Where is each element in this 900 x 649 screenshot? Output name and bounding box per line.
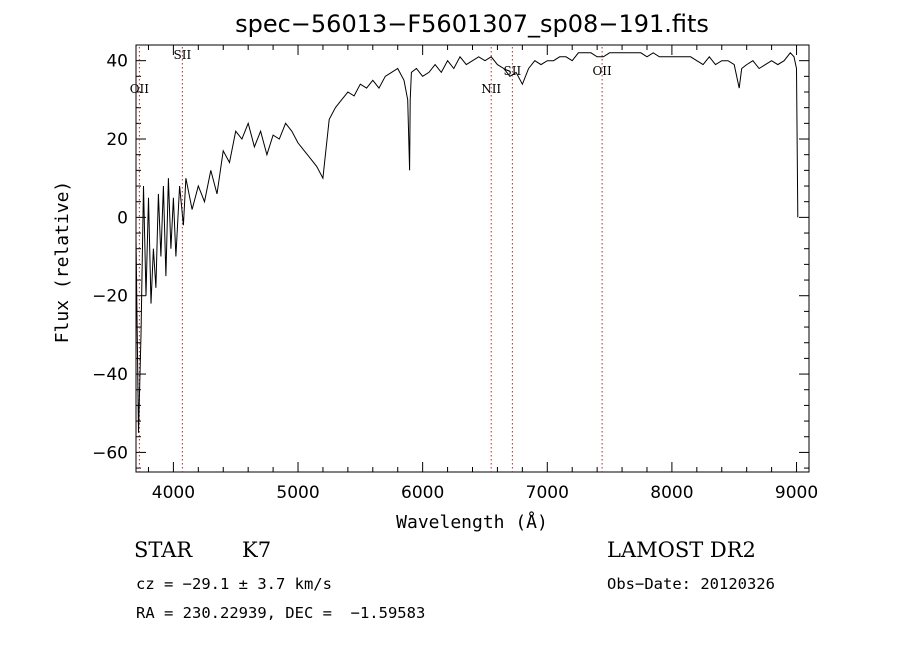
redshift-velocity: cz = −29.1 ± 3.7 km/s	[136, 575, 332, 593]
x-tick-label: 9000	[775, 483, 818, 503]
emission-line-label: NII	[481, 82, 501, 96]
emission-line-label: SII	[174, 48, 192, 62]
emission-line-label: OII	[592, 64, 612, 78]
flux-line	[135, 52, 799, 433]
y-tick-label: 0	[117, 208, 128, 228]
spectral-subclass: K7	[242, 538, 272, 562]
y-tick-label: −60	[92, 443, 128, 463]
y-tick-label: 40	[106, 52, 128, 72]
y-axis-label: Flux (relative)	[52, 181, 73, 344]
flux-series	[135, 52, 799, 433]
y-tick-label: −20	[92, 287, 128, 307]
x-tick-label: 6000	[401, 483, 444, 503]
x-tick-label: 5000	[276, 483, 319, 503]
observation-date: Obs−Date: 20120326	[607, 575, 775, 593]
x-tick-label: 8000	[650, 483, 693, 503]
object-class: STAR	[134, 538, 193, 562]
ra-dec-coordinates: RA = 230.22939, DEC = −1.59583	[136, 604, 426, 622]
y-tick-label: 20	[106, 130, 128, 150]
spectrum-chart: spec−56013−F5601307_sp08−191.fits 4000 50…	[52, 10, 818, 533]
plot-frame	[135, 44, 810, 473]
survey-name: LAMOST DR2	[607, 538, 756, 562]
y-tick-label: −40	[92, 365, 128, 385]
emission-line-label: OII	[130, 82, 150, 96]
x-tick-label: 7000	[526, 483, 569, 503]
axis-ticks: 4000 5000 6000 7000 8000 9000 −60 −40 −20 0 20 40	[92, 44, 818, 503]
x-tick-label: 4000	[152, 483, 195, 503]
x-axis-label: Wavelength (Å)	[396, 511, 548, 533]
chart-title: spec−56013−F5601307_sp08−191.fits	[235, 10, 709, 38]
